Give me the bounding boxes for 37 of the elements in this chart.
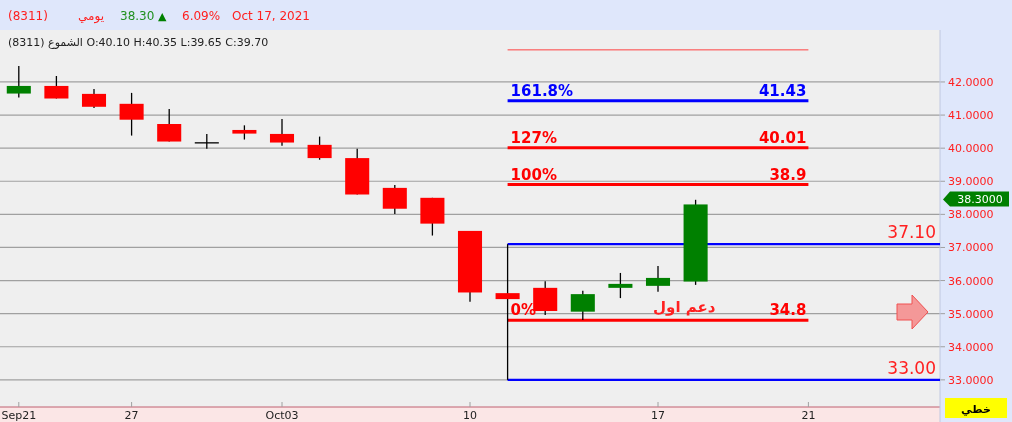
ref-line-label: 41.43: [758, 81, 807, 100]
ref-line-label: 40.01: [758, 128, 807, 147]
y-tick-label: 39.0000: [948, 175, 994, 189]
x-tick-label: 21: [801, 409, 816, 422]
text: ▲: [158, 10, 167, 23]
ref-line-label: 34.8: [769, 301, 807, 320]
y-tick-label: 40.0000: [948, 142, 994, 156]
x-tick-label: Sep21: [1, 409, 37, 422]
text: خطي: [961, 403, 991, 416]
x-tick-label: 27: [124, 409, 139, 422]
candlestick: [608, 272, 633, 299]
text: يومي: [78, 9, 104, 24]
text: Oct 17, 2021: [232, 9, 310, 23]
text: 6.09%: [182, 9, 221, 23]
y-tick-label: 34.0000: [948, 340, 994, 354]
annotation: 100%: [510, 165, 557, 184]
annotation: 161.8%: [510, 81, 574, 100]
x-tick-label: 10: [463, 409, 477, 422]
y-tick-label: 37.0000: [948, 241, 994, 255]
y-tick-label: 36.0000: [948, 274, 994, 288]
y-tick-label: 42.0000: [948, 75, 994, 89]
text: الشموع (8311) O:40.10 H:40.35 L:39.65 C:39.70: [8, 36, 269, 49]
x-tick-label: 17: [651, 409, 665, 422]
y-tick-label: 33.0000: [948, 373, 994, 387]
ref-line-label: 38.9: [769, 165, 807, 184]
chart-title: (8311): [8, 9, 48, 23]
ref-line-label: 33.00: [887, 357, 936, 378]
annotation: 0%: [510, 301, 537, 320]
ref-line-label: 37.10: [887, 222, 936, 243]
y-tick-label: 35.0000: [948, 307, 994, 321]
x-tick-label: Oct03: [265, 409, 299, 422]
annotation: دعم اول: [653, 298, 716, 317]
annotation: 127%: [510, 128, 557, 147]
text: 38.3000: [957, 192, 1003, 206]
text: 38.30: [120, 9, 155, 23]
y-tick-label: 38.0000: [948, 208, 994, 222]
y-tick-label: 41.0000: [948, 109, 994, 123]
